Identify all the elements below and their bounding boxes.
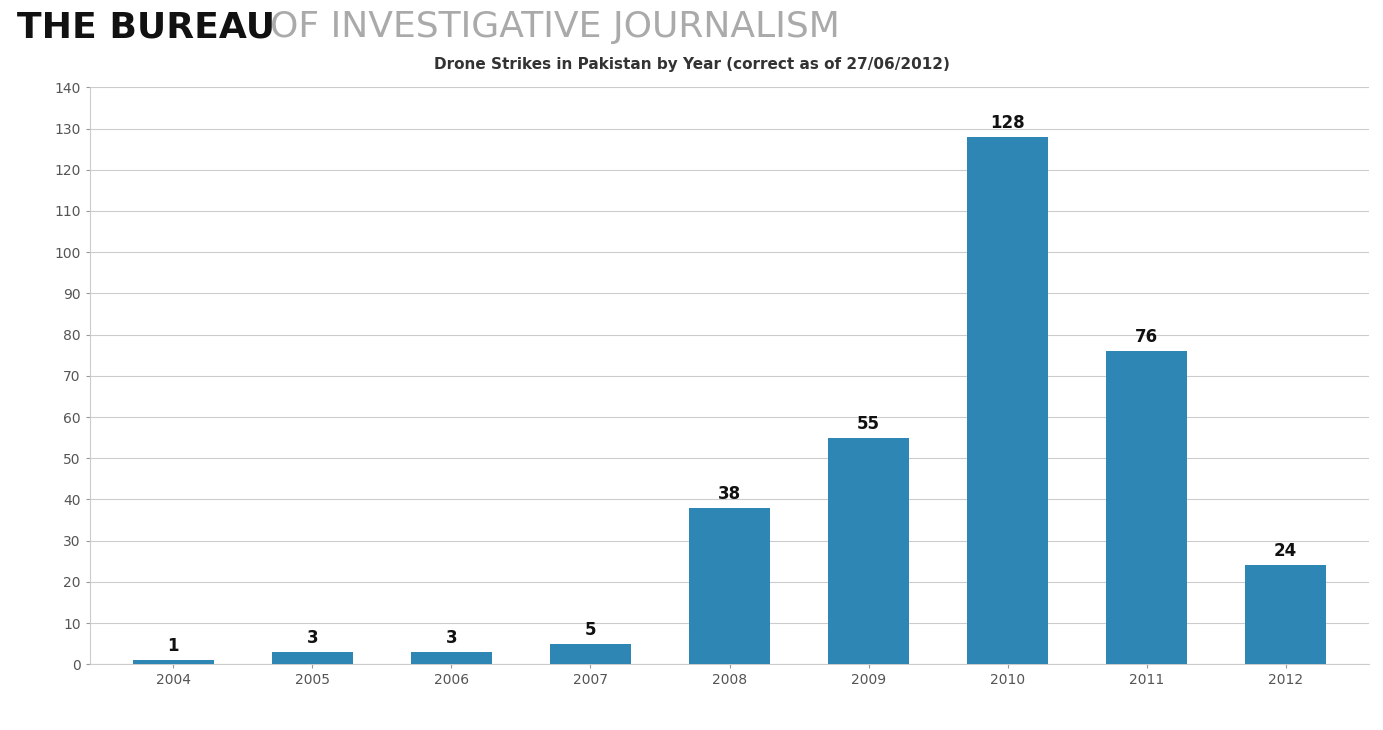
Text: 24: 24 xyxy=(1274,542,1297,561)
Bar xyxy=(1106,351,1187,664)
Text: 38: 38 xyxy=(718,485,741,503)
Text: 55: 55 xyxy=(857,415,880,433)
Bar xyxy=(133,660,213,664)
Text: 1: 1 xyxy=(167,637,178,656)
Bar xyxy=(967,137,1048,664)
Bar xyxy=(411,652,492,664)
Text: Drone Strikes in Pakistan by Year (correct as of 27/06/2012): Drone Strikes in Pakistan by Year (corre… xyxy=(433,58,950,72)
Text: 128: 128 xyxy=(990,114,1025,132)
Text: 76: 76 xyxy=(1135,328,1158,346)
Bar xyxy=(272,652,353,664)
Text: 3: 3 xyxy=(445,629,458,647)
Bar xyxy=(828,437,909,664)
Bar xyxy=(1246,566,1326,664)
Text: OF INVESTIGATIVE JOURNALISM: OF INVESTIGATIVE JOURNALISM xyxy=(270,10,839,45)
Bar xyxy=(550,644,631,664)
Text: 3: 3 xyxy=(307,629,318,647)
Text: THE BUREAU: THE BUREAU xyxy=(17,10,275,45)
Text: 5: 5 xyxy=(585,620,596,639)
Bar xyxy=(689,507,770,664)
